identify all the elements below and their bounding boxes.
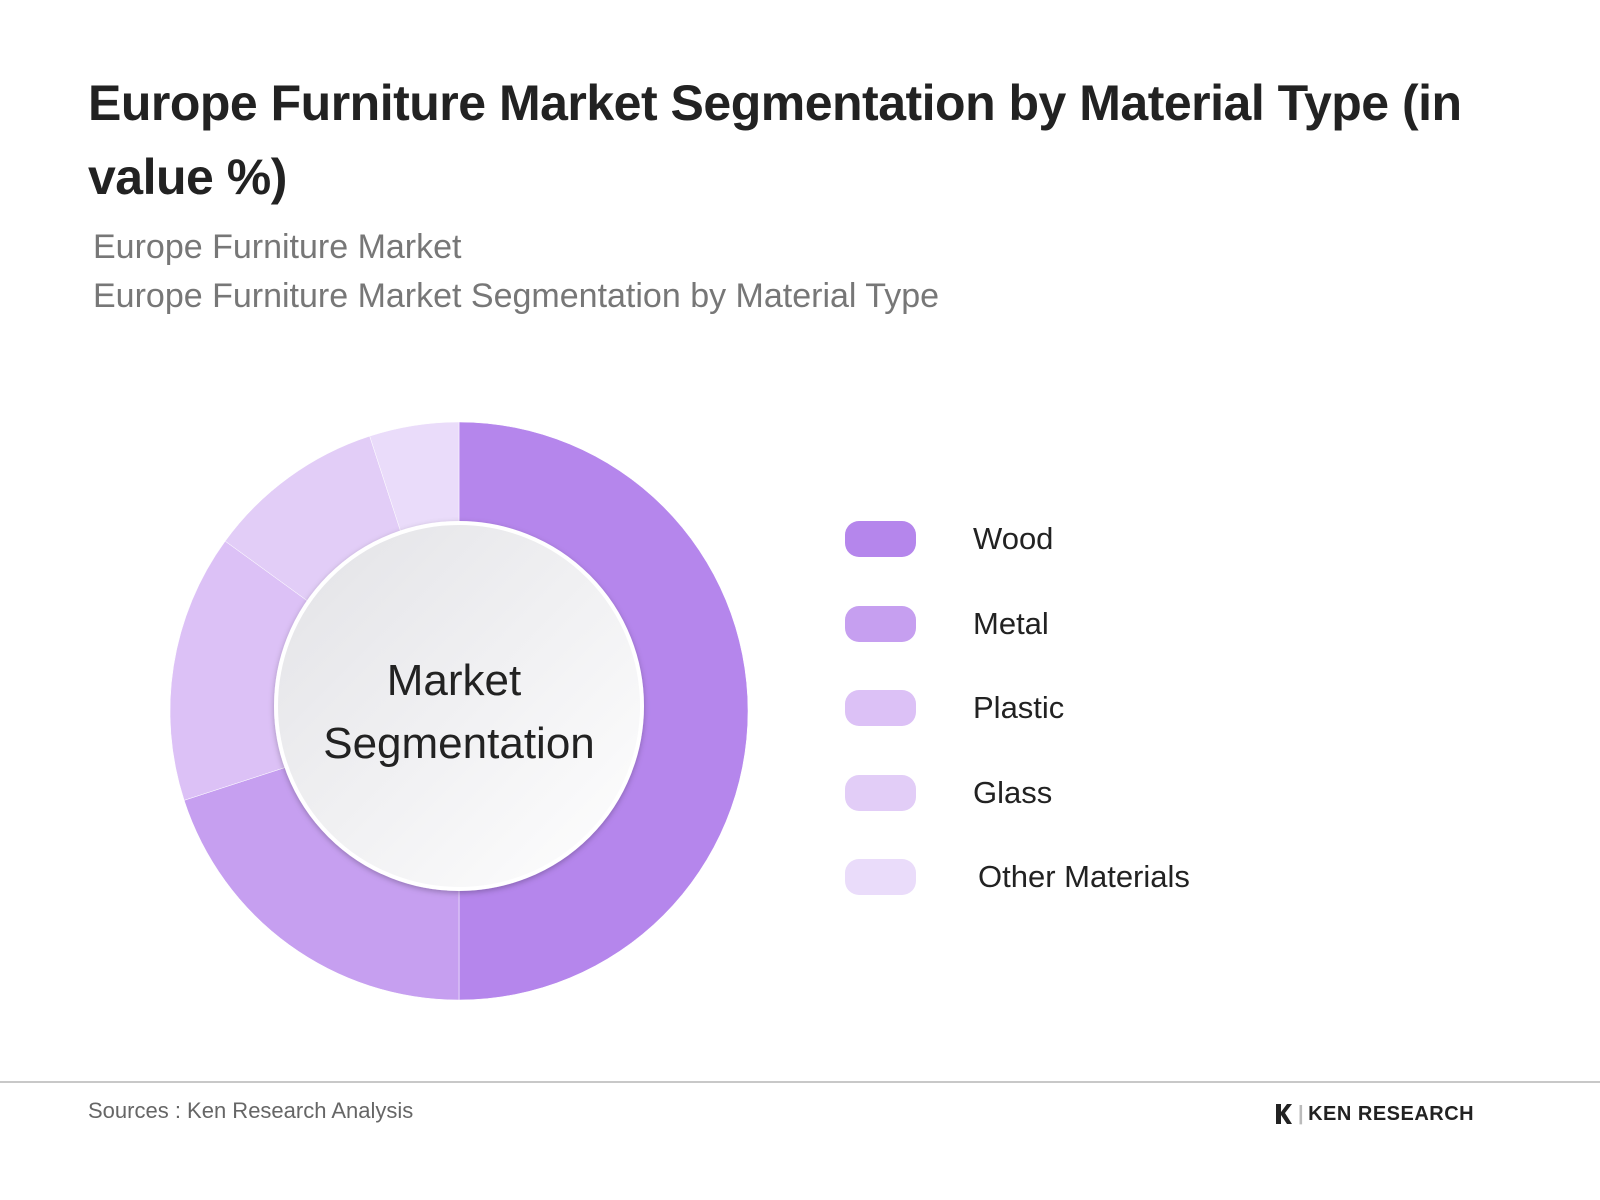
legend-label: Other Materials bbox=[978, 859, 1190, 894]
center-circle bbox=[274, 521, 644, 891]
legend-item-glass: Glass bbox=[845, 775, 1052, 811]
subtitle-line-2: Europe Furniture Market Segmentation by … bbox=[93, 277, 940, 315]
ken-research-logo: | KEN RESEARCH bbox=[1274, 1102, 1474, 1126]
subtitle-line-1: Europe Furniture Market bbox=[93, 228, 462, 266]
footer-divider bbox=[0, 1081, 1600, 1083]
legend-swatch bbox=[845, 606, 916, 642]
legend-item-other-materials: Other Materials bbox=[845, 859, 1190, 895]
legend-item-plastic: Plastic bbox=[845, 690, 1064, 726]
legend-swatch bbox=[845, 859, 916, 895]
source-note: Sources : Ken Research Analysis bbox=[88, 1098, 414, 1123]
center-label-line-1: Market bbox=[387, 656, 521, 705]
legend-label: Wood bbox=[973, 521, 1054, 556]
legend-label: Glass bbox=[973, 775, 1053, 810]
chart-title: Europe Furniture Market Segmentation by … bbox=[88, 75, 1462, 205]
legend-swatch bbox=[845, 690, 916, 726]
legend-item-metal: Metal bbox=[845, 606, 1049, 642]
legend-swatch bbox=[845, 521, 916, 557]
logo-icon bbox=[1276, 1104, 1292, 1124]
legend-swatch bbox=[845, 775, 916, 811]
legend-label: Metal bbox=[973, 606, 1049, 641]
legend-label: Plastic bbox=[973, 690, 1065, 725]
logo-text: KEN RESEARCH bbox=[1308, 1102, 1475, 1125]
legend-item-wood: Wood bbox=[845, 521, 1053, 557]
center-label-line-2: Segmentation bbox=[323, 719, 595, 768]
